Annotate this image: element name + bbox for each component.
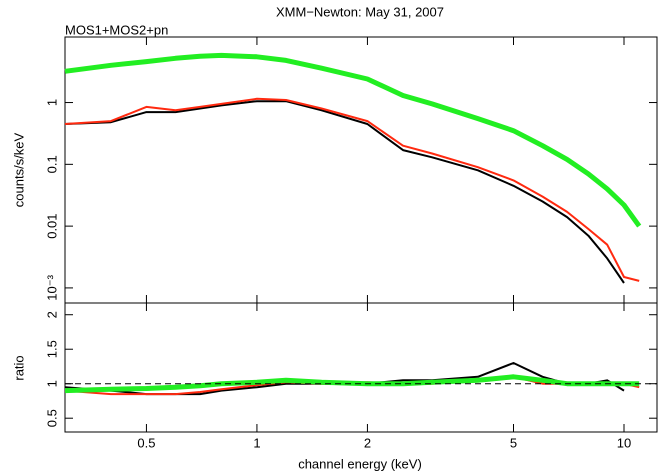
- data-line: [64, 100, 625, 284]
- x-tick-label: 0.5: [137, 435, 155, 450]
- data-line: [64, 52, 642, 228]
- plot-frame: [64, 302, 658, 433]
- x-tick-label: 2: [364, 435, 371, 450]
- y-tick-label: 1: [44, 99, 59, 106]
- data-line: [64, 97, 640, 282]
- y-tick-label: 1.5: [44, 340, 59, 358]
- chart-title: XMM−Newton: May 31, 2007: [276, 4, 444, 19]
- x-tick-label: 10: [617, 435, 631, 450]
- y-tick-label: 10⁻³: [44, 274, 59, 300]
- annotation: MOS1+MOS2+pn: [65, 22, 168, 37]
- x-tick-label: 1: [253, 435, 260, 450]
- y-tick-label: 0.1: [44, 155, 59, 173]
- y-tick-label: 2: [44, 311, 59, 318]
- x-axis-label: channel energy (keV): [298, 456, 422, 471]
- y-tick-label: 0.5: [44, 409, 59, 427]
- y-axis-label: ratio: [11, 355, 26, 380]
- y-tick-label: 0.01: [44, 213, 59, 238]
- y-tick-label: 1: [44, 380, 59, 387]
- x-tick-label: 5: [510, 435, 517, 450]
- y-axis-label: counts/s/keV: [11, 132, 26, 207]
